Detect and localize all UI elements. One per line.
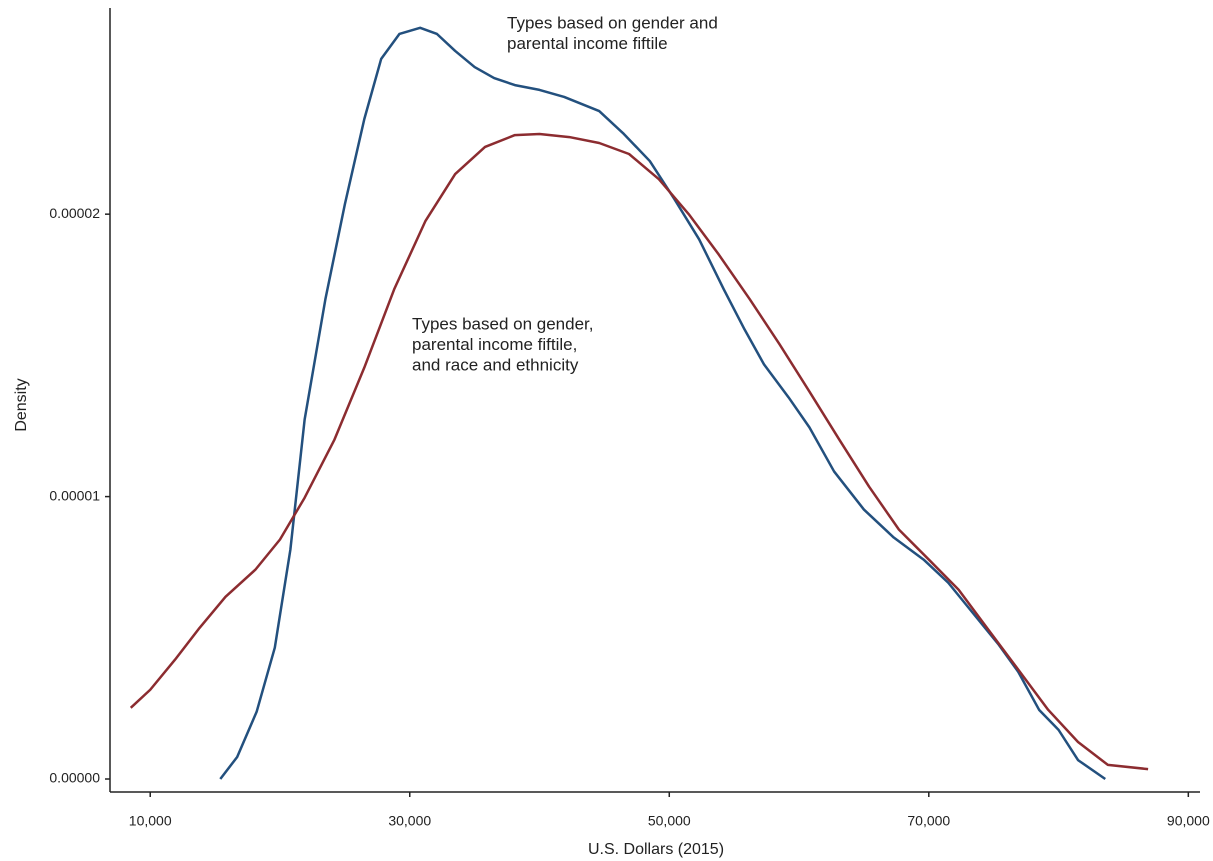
y-tick-label: 0.00002 bbox=[49, 205, 100, 221]
series-annotation: Types based on gender and bbox=[507, 13, 718, 32]
series-annotation: Types based on gender, bbox=[412, 314, 593, 333]
series-annotation: parental income fiftile bbox=[507, 34, 668, 53]
y-tick-label: 0.00000 bbox=[49, 770, 100, 786]
density-line bbox=[129, 132, 1149, 771]
series-annotation: parental income fiftile, bbox=[412, 335, 577, 354]
x-axis-title: U.S. Dollars (2015) bbox=[588, 841, 724, 858]
x-tick-label: 30,000 bbox=[388, 813, 431, 829]
y-axis-title: Density bbox=[13, 378, 30, 431]
y-tick-label: 0.00001 bbox=[49, 487, 100, 503]
x-tick-label: 50,000 bbox=[648, 813, 691, 829]
density-line bbox=[219, 26, 1106, 781]
x-tick-label: 90,000 bbox=[1167, 813, 1210, 829]
series-annotation: and race and ethnicity bbox=[412, 355, 579, 374]
x-tick-label: 70,000 bbox=[907, 813, 950, 829]
x-tick-label: 10,000 bbox=[129, 813, 172, 829]
